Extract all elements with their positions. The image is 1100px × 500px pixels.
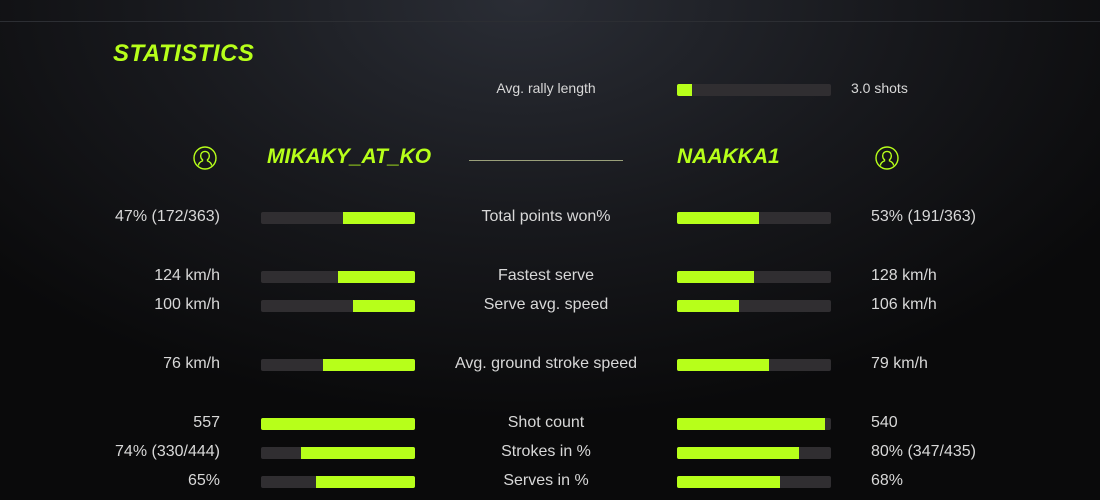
- stat-row: 557 Shot count 540: [0, 414, 1100, 434]
- right-bar-fill: [677, 300, 739, 312]
- stat-row: 65% Serves in % 68%: [0, 472, 1100, 492]
- rally-value: 3.0 shots: [851, 80, 908, 96]
- right-bar: [677, 212, 831, 224]
- right-bar-fill: [677, 476, 781, 488]
- right-value: 128 km/h: [871, 267, 937, 284]
- stat-row: 74% (330/444) Strokes in % 80% (347/435): [0, 443, 1100, 463]
- right-value: 53% (191/363): [871, 208, 976, 225]
- stat-label: Strokes in %: [501, 443, 591, 460]
- rally-label: Avg. rally length: [496, 80, 596, 96]
- right-bar-fill: [677, 359, 770, 371]
- left-value: 65%: [187, 472, 220, 489]
- right-value: 79 km/h: [871, 355, 928, 372]
- left-bar: [261, 447, 415, 459]
- right-bar: [677, 418, 831, 430]
- left-bar: [261, 271, 415, 283]
- names-divider: [469, 160, 623, 161]
- left-bar: [261, 212, 415, 224]
- left-bar-fill: [301, 447, 415, 459]
- right-bar: [677, 359, 831, 371]
- left-bar-fill: [353, 300, 415, 312]
- user-icon: [875, 146, 899, 170]
- stat-row: 47% (172/363) Total points won% 53% (191…: [0, 208, 1100, 228]
- right-bar-fill: [677, 418, 825, 430]
- stat-label: Serves in %: [503, 472, 589, 489]
- left-bar-fill: [322, 359, 415, 371]
- stat-label: Shot count: [507, 414, 585, 431]
- right-bar-fill: [677, 271, 754, 283]
- left-value: 124 km/h: [154, 267, 220, 284]
- rally-row: Avg. rally length 3.0 shots: [0, 80, 1100, 100]
- left-bar: [261, 476, 415, 488]
- right-value: 80% (347/435): [871, 443, 976, 460]
- stat-row: 124 km/h Fastest serve 128 km/h: [0, 267, 1100, 287]
- left-value: 557: [193, 414, 220, 431]
- left-bar-fill: [342, 212, 415, 224]
- left-bar-fill: [261, 418, 415, 430]
- left-value: 47% (172/363): [115, 208, 220, 225]
- right-value: 540: [871, 414, 898, 431]
- stat-row: 100 km/h Serve avg. speed 106 km/h: [0, 296, 1100, 316]
- left-bar-fill: [338, 271, 415, 283]
- rally-bar: [677, 84, 831, 96]
- right-player-name: NAAKKA1: [677, 145, 780, 168]
- left-value: 76 km/h: [163, 355, 220, 372]
- right-bar: [677, 271, 831, 283]
- left-player-name: MIKAKY_AT_KO: [267, 145, 432, 168]
- left-bar-fill: [316, 476, 415, 488]
- page-title: STATISTICS: [113, 40, 255, 67]
- rally-bar-fill: [677, 84, 693, 96]
- stat-label: Total points won%: [481, 208, 611, 225]
- left-bar: [261, 300, 415, 312]
- right-bar-fill: [677, 447, 799, 459]
- top-divider: [0, 21, 1100, 22]
- user-icon: [193, 146, 217, 170]
- left-bar: [261, 418, 415, 430]
- stat-row: 76 km/h Avg. ground stroke speed 79 km/h: [0, 355, 1100, 375]
- right-bar: [677, 476, 831, 488]
- right-bar: [677, 300, 831, 312]
- stat-label: Fastest serve: [497, 267, 595, 284]
- right-value: 68%: [871, 472, 904, 489]
- left-value: 74% (330/444): [115, 443, 220, 460]
- left-bar: [261, 359, 415, 371]
- left-value: 100 km/h: [154, 296, 220, 313]
- stat-label: Serve avg. speed: [483, 296, 609, 313]
- right-bar: [677, 447, 831, 459]
- right-value: 106 km/h: [871, 296, 937, 313]
- stat-label: Avg. ground stroke speed: [454, 355, 638, 372]
- right-bar-fill: [677, 212, 759, 224]
